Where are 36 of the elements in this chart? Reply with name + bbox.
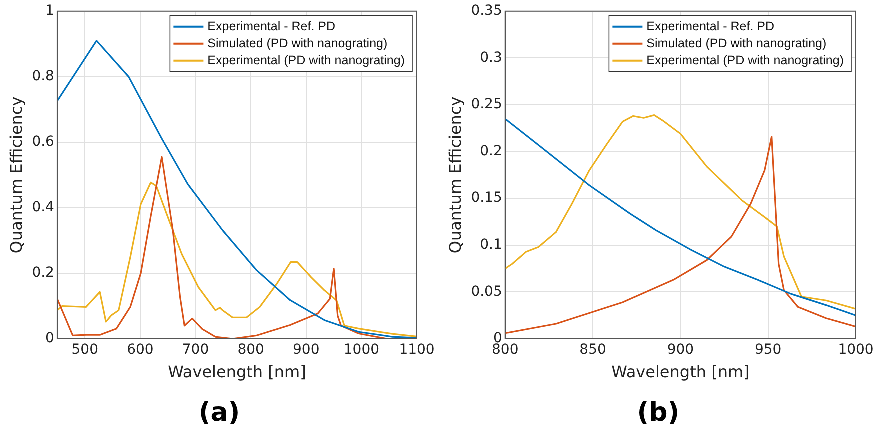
text: (a) [198, 398, 242, 428]
legend-label: Experimental - Ref. PD [208, 19, 336, 34]
y-axis-title: Quantum Efficiency [446, 96, 465, 254]
x-tick-label: 900 [667, 342, 694, 358]
y-tick-label: 0.25 [471, 96, 502, 113]
legend-label: Simulated (PD with nanograting) [208, 36, 388, 50]
x-tick-label: 1000 [344, 342, 380, 358]
y-tick-label: 0.05 [471, 284, 502, 300]
legend-label: Experimental (PD with nanograting) [208, 53, 406, 68]
y-axis-title: Quantum Efficiency [6, 96, 26, 254]
x-tick-label: 850 [580, 342, 606, 358]
x-tick-label: 1000 [838, 342, 874, 358]
y-tick-label: 0.2 [480, 143, 502, 160]
x-axis-title: Wavelength [nm] [168, 362, 306, 382]
y-tick-label: 0.2 [32, 265, 54, 282]
y-tick-label: 0.35 [471, 3, 502, 20]
x-tick-label: 900 [293, 342, 320, 358]
y-tick-label: 0.15 [471, 190, 502, 206]
legend-label: Simulated (PD with nanograting) [646, 36, 827, 50]
x-tick-label: 700 [182, 342, 210, 358]
y-tick-label: 0.6 [32, 134, 55, 150]
y-tick-label: 1 [46, 3, 54, 20]
y-tick-label: 0.1 [480, 237, 502, 254]
y-tick-label: 0.8 [32, 68, 54, 85]
x-tick-label: 1100 [399, 342, 435, 358]
x-tick-label: 600 [127, 342, 154, 358]
legend-label: Experimental - Ref. PD [646, 19, 775, 34]
legend-label: Experimental (PD with nanograting) [646, 53, 844, 68]
x-tick-label: 950 [754, 342, 782, 358]
x-axis-title: Wavelength [nm] [612, 362, 750, 382]
y-tick-label: 0.3 [480, 50, 502, 66]
text: (b) [636, 398, 681, 428]
y-tick-label: 0 [46, 330, 54, 347]
x-tick-label: 800 [238, 342, 264, 358]
y-tick-label: 0.4 [32, 200, 55, 216]
x-tick-label: 500 [72, 342, 98, 358]
